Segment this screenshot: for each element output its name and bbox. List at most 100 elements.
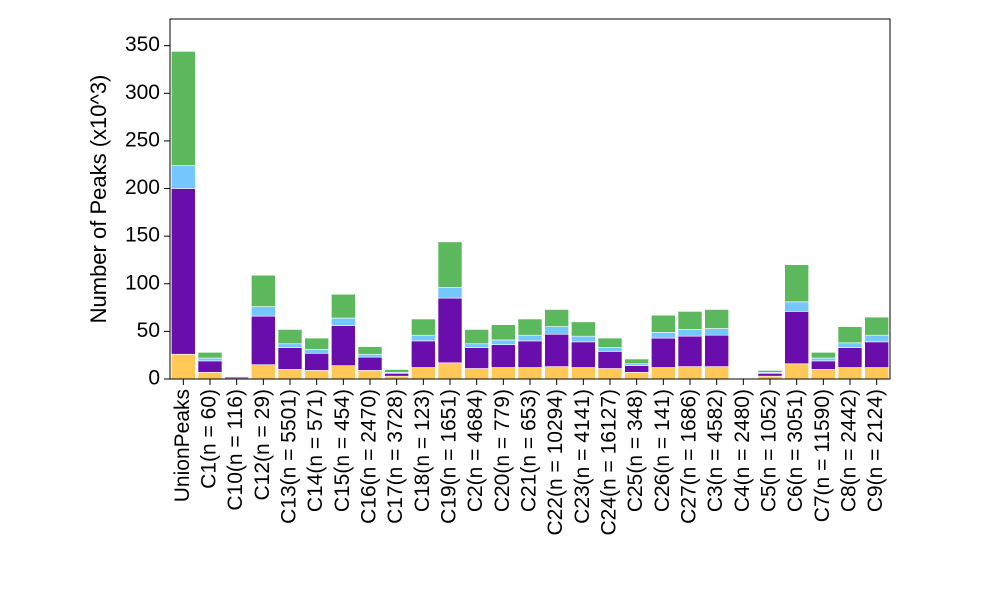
bar-light-blue-14 [544,326,569,335]
bar-green-7 [357,346,383,355]
bar-green-0 [171,51,196,166]
bar-light-blue-25 [837,342,863,348]
bar-orange-7 [357,370,383,380]
bar-green-19 [677,311,703,330]
bar-light-blue-3 [251,306,276,317]
bar-purple-11 [464,347,489,369]
x-tick-label: C23(n = 4141) [571,389,594,524]
x-tick-label: C17(n = 3728) [384,389,407,524]
y-tick-label: 100 [125,271,160,294]
bar-orange-25 [837,367,863,380]
bar-orange-24 [811,369,836,380]
bar-light-blue-10 [437,287,463,299]
bar-green-14 [544,309,569,327]
bar-orange-14 [544,366,569,380]
bar-purple-6 [331,325,356,366]
x-tick-label: C4(n = 2480) [731,389,754,512]
bar-light-blue-20 [704,328,729,336]
bar-light-blue-4 [277,343,303,348]
bar-light-blue-16 [597,347,623,352]
bar-orange-6 [331,365,356,380]
bar-green-13 [517,318,543,336]
bar-light-blue-18 [651,332,676,339]
bar-green-25 [837,326,863,344]
bar-orange-18 [651,367,676,380]
bar-purple-20 [704,334,729,367]
bar-purple-9 [411,340,436,368]
x-tick-label: C18(n = 123) [411,389,434,512]
bar-light-blue-0 [171,165,196,189]
bar-orange-23 [784,363,809,380]
x-tick-label: C19(n = 1651) [438,389,461,524]
bar-green-17 [624,358,649,365]
y-tick-label: 300 [125,81,160,104]
bar-orange-11 [464,368,489,380]
x-tick-label: C14(n = 571) [304,389,327,512]
bar-orange-12 [491,367,516,380]
bar-green-6 [331,293,356,319]
bar-orange-10 [437,362,463,380]
bar-green-23 [784,264,809,303]
y-tick-label: 250 [125,128,160,151]
x-tick-label: C22(n = 10294) [544,389,567,536]
x-tick-label: C12(n = 29) [251,389,274,500]
x-axis: UnionPeaks C1(n = 60) C10(n = 116) C12(n = … [171,379,887,536]
bar-green-22 [757,370,783,373]
bars-group [171,51,889,380]
bar-green-8 [384,369,409,373]
bar-purple-1 [197,360,223,373]
bar-purple-16 [597,351,623,369]
bar-purple-12 [491,344,516,368]
x-tick-label: C3(n = 4582) [704,389,727,512]
bar-green-16 [597,337,623,348]
bar-light-blue-15 [571,335,596,343]
y-tick-label: 200 [125,176,160,199]
bar-light-blue-13 [517,334,543,342]
bar-green-20 [704,309,729,329]
x-tick-label: C5(n = 1052) [758,389,781,512]
bar-purple-4 [277,347,303,370]
bar-light-blue-26 [864,334,889,343]
y-axis: 0 50 100 150 200 250 300 350 [125,33,170,390]
bar-orange-0 [171,353,196,380]
bar-orange-16 [597,368,623,380]
bar-purple-22 [757,372,783,377]
bar-purple-10 [437,297,463,364]
bar-purple-24 [811,360,836,370]
x-tick-label: C27(n = 1686) [678,389,701,524]
x-tick-label: UnionPeaks [171,389,194,502]
bar-orange-19 [677,366,703,380]
x-tick-label: C15(n = 454) [331,389,354,512]
y-axis-title: Number of Peaks (x10^3) [86,75,111,324]
bar-light-blue-12 [491,339,516,346]
bar-purple-7 [357,356,383,371]
bar-purple-17 [624,365,649,373]
bar-orange-20 [704,366,729,380]
bar-orange-15 [571,367,596,380]
y-tick-label: 150 [125,224,160,247]
bar-light-blue-24 [811,357,836,362]
x-tick-label: C10(n = 116) [224,389,247,511]
bar-light-blue-6 [331,317,356,326]
bar-orange-1 [197,372,223,380]
bar-orange-9 [411,367,436,380]
bar-green-15 [571,321,596,337]
bar-light-blue-11 [464,343,489,348]
bar-green-26 [864,316,889,336]
bar-purple-23 [784,311,809,365]
bar-purple-18 [651,337,676,368]
x-tick-label: C7(n = 11590) [811,389,834,522]
bar-green-3 [251,274,276,307]
bar-orange-13 [517,367,543,380]
bar-light-blue-1 [197,357,223,362]
x-tick-label: C20(n = 779) [491,389,514,512]
x-tick-label: C9(n = 2124) [864,389,887,512]
bar-green-4 [277,329,303,345]
x-tick-label: C24(n = 16127) [598,389,621,536]
bar-green-1 [197,352,223,359]
bar-light-blue-9 [411,334,436,342]
bar-orange-3 [251,364,276,380]
bar-light-blue-5 [304,349,329,354]
bar-green-24 [811,352,836,359]
